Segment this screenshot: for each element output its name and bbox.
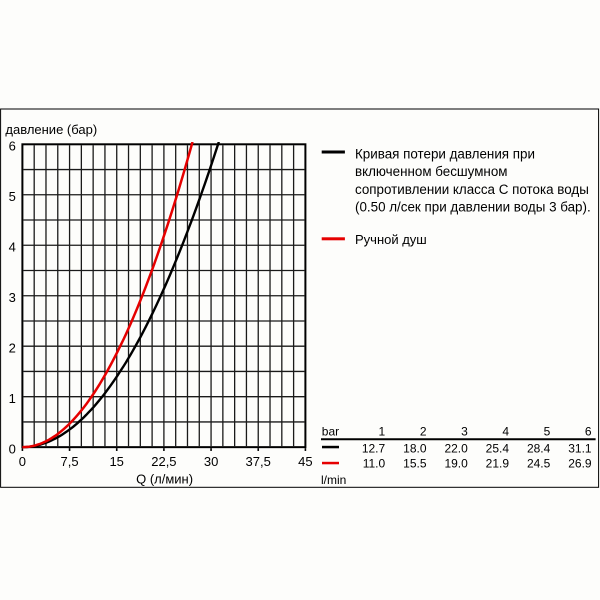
svg-text:3: 3 — [9, 290, 16, 305]
svg-text:45: 45 — [298, 454, 312, 469]
svg-text:21.9: 21.9 — [486, 457, 510, 471]
svg-text:l/min: l/min — [321, 473, 346, 487]
svg-text:24.5: 24.5 — [527, 457, 551, 471]
svg-text:Ручной душ: Ручной душ — [355, 232, 427, 247]
svg-text:4: 4 — [9, 239, 16, 254]
svg-text:давление (бар): давление (бар) — [5, 122, 97, 137]
svg-text:12.7: 12.7 — [362, 441, 386, 455]
svg-text:22,5: 22,5 — [151, 454, 176, 469]
svg-text:5: 5 — [9, 189, 16, 204]
svg-text:7,5: 7,5 — [61, 454, 79, 469]
svg-text:37,5: 37,5 — [246, 454, 271, 469]
svg-text:25.4: 25.4 — [486, 441, 510, 455]
svg-text:0: 0 — [19, 454, 26, 469]
svg-text:Кривая потери давления при: Кривая потери давления при — [355, 147, 535, 162]
svg-text:6: 6 — [9, 139, 16, 154]
svg-text:1: 1 — [379, 425, 386, 439]
svg-text:bar: bar — [322, 425, 339, 439]
svg-text:6: 6 — [585, 425, 592, 439]
svg-text:15.5: 15.5 — [403, 457, 427, 471]
svg-text:28.4: 28.4 — [527, 441, 551, 455]
svg-text:4: 4 — [502, 425, 509, 439]
svg-text:15: 15 — [109, 454, 123, 469]
svg-text:5: 5 — [544, 425, 551, 439]
svg-text:26.9: 26.9 — [568, 457, 592, 471]
svg-text:Q (л/мин): Q (л/мин) — [136, 472, 193, 487]
svg-text:сопротивлении класса C потока: сопротивлении класса C потока воды — [355, 182, 589, 197]
svg-text:0: 0 — [9, 441, 16, 456]
svg-text:30: 30 — [204, 454, 218, 469]
svg-text:11.0: 11.0 — [363, 457, 386, 471]
svg-text:19.0: 19.0 — [444, 457, 468, 471]
svg-text:18.0: 18.0 — [403, 441, 427, 455]
svg-text:3: 3 — [461, 425, 468, 439]
svg-text:31.1: 31.1 — [568, 441, 592, 455]
svg-text:22.0: 22.0 — [444, 441, 468, 455]
svg-text:2: 2 — [9, 340, 16, 355]
svg-text:(0.50 л/сек при давлении воды: (0.50 л/сек при давлении воды 3 бар). — [355, 200, 591, 215]
svg-text:2: 2 — [420, 425, 427, 439]
svg-text:1: 1 — [9, 391, 16, 406]
svg-text:включенном бесшумном: включенном бесшумном — [355, 164, 507, 179]
